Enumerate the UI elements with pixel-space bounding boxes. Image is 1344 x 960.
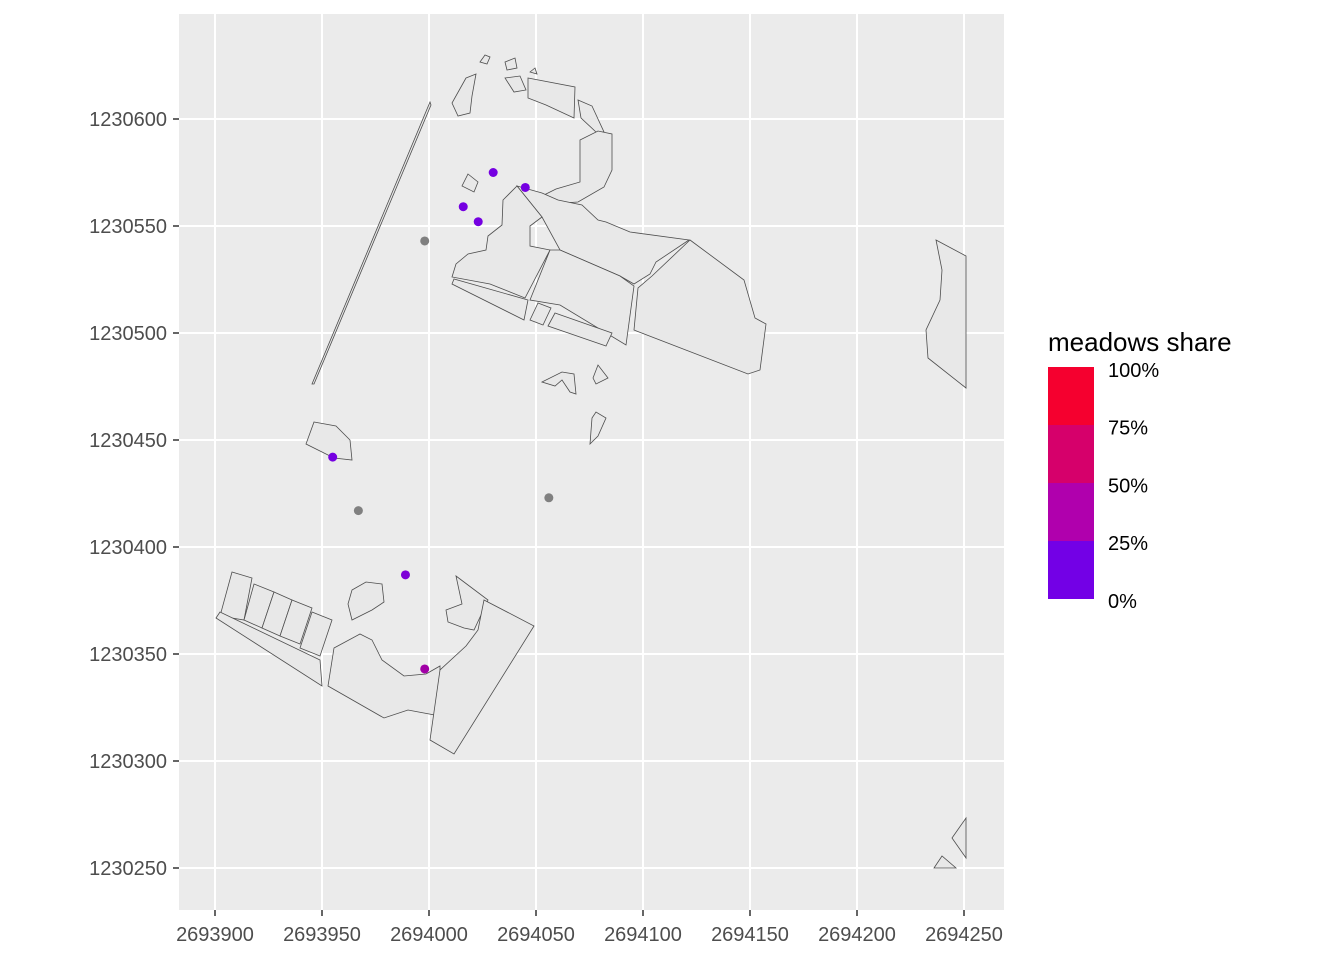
- legend-colorbar: [1048, 367, 1094, 599]
- x-tick-label: 2693950: [283, 924, 361, 946]
- parcel: [529, 249, 635, 346]
- y-tick-label: 1230350: [89, 644, 167, 666]
- parcel: [451, 73, 477, 117]
- y-tick-label: 1230600: [89, 109, 167, 131]
- y-axis: 1230250 1230300 1230350 1230400 1230450 12305…: [89, 109, 179, 880]
- legend-color-block: [1048, 425, 1094, 483]
- parcel: [529, 67, 538, 75]
- parcel: [279, 599, 313, 645]
- parcel: [299, 611, 333, 657]
- y-tick-label: 1230250: [89, 858, 167, 880]
- parcel: [540, 371, 577, 395]
- parcel: [215, 611, 323, 687]
- parcel: [633, 239, 767, 375]
- parcel: [479, 54, 491, 65]
- survey-point: [520, 182, 530, 192]
- parcel: [933, 855, 958, 869]
- y-tick-label: 1230300: [89, 751, 167, 773]
- x-tick-label: 2693900: [176, 924, 254, 946]
- parcel: [589, 411, 607, 446]
- survey-point: [544, 493, 554, 503]
- parcel: [347, 581, 385, 621]
- survey-point: [473, 217, 483, 227]
- parcel: [327, 633, 441, 719]
- parcel: [451, 185, 551, 299]
- survey-point: [420, 236, 430, 246]
- x-tick-label: 2694100: [604, 924, 682, 946]
- y-tick-label: 1230500: [89, 323, 167, 345]
- x-tick-label: 2694050: [497, 924, 575, 946]
- parcel: [451, 278, 529, 321]
- parcel: [925, 239, 967, 389]
- x-axis: 2693900 2693950 2694000 2694050 2694100 26941…: [176, 910, 1003, 946]
- legend-color-block: [1048, 367, 1094, 425]
- x-tick-label: 2694250: [925, 924, 1003, 946]
- survey-point: [328, 452, 338, 462]
- legend-labels: 100% 75% 50% 25% 0%: [1108, 360, 1159, 613]
- parcel: [429, 599, 535, 755]
- x-tick-label: 2694200: [818, 924, 896, 946]
- parcel: [461, 173, 479, 193]
- parcel: [592, 364, 609, 385]
- y-tick-label: 1230550: [89, 216, 167, 238]
- legend-label: 75%: [1108, 418, 1148, 440]
- legend-label: 25%: [1108, 533, 1148, 555]
- parcel-strip: [311, 100, 432, 385]
- parcel: [547, 312, 613, 347]
- land-parcels: [215, 54, 967, 869]
- parcel: [527, 77, 576, 119]
- parcel: [305, 421, 353, 461]
- legend-label: 100%: [1108, 360, 1159, 382]
- parcel: [504, 75, 527, 93]
- survey-points: [328, 168, 554, 674]
- y-tick-label: 1230450: [89, 430, 167, 452]
- legend-label: 50%: [1108, 475, 1148, 497]
- survey-point: [353, 506, 363, 516]
- legend-color-block: [1048, 483, 1094, 541]
- parcel: [539, 130, 613, 205]
- y-tick-label: 1230400: [89, 537, 167, 559]
- x-tick-label: 2694000: [390, 924, 468, 946]
- legend-color-block: [1048, 541, 1094, 599]
- parcel: [529, 302, 552, 326]
- legend: meadows share 100% 75% 50% 25% 0%: [1048, 327, 1232, 613]
- legend-label: 0%: [1108, 591, 1137, 613]
- survey-point: [420, 664, 430, 674]
- survey-point: [488, 168, 498, 177]
- survey-point: [400, 570, 410, 580]
- legend-title: meadows share: [1048, 327, 1232, 357]
- parcel: [951, 816, 967, 860]
- parcel: [504, 57, 518, 71]
- x-tick-label: 2694150: [711, 924, 789, 946]
- survey-point: [458, 202, 468, 212]
